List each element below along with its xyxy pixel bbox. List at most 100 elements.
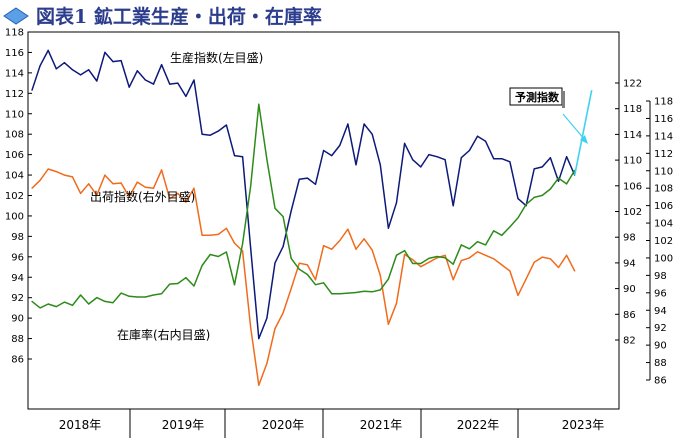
y-axis-left-ticks: 86 88 90 92 94 96 98 100 102 104 106 108 110 112 114 11… [5, 28, 32, 366]
series-point [541, 194, 543, 196]
series-point [379, 274, 381, 276]
series-point [436, 156, 438, 158]
y-left-tick-label: 86 [11, 355, 24, 366]
y-right-inner-tick-label: 90 [623, 284, 636, 295]
series-point [88, 303, 90, 305]
series-point [136, 296, 138, 298]
series-point [169, 198, 171, 200]
y-right-inner-tick-label: 110 [623, 156, 642, 167]
x-year-label: 2023年 [562, 418, 605, 432]
series-point [549, 258, 552, 260]
y-right-inner-tick-label: 118 [623, 104, 642, 115]
series-point [298, 268, 300, 270]
series-point [387, 323, 389, 325]
series-point [104, 300, 106, 302]
series-point [412, 259, 414, 261]
series-point [274, 207, 276, 209]
series-point [525, 203, 527, 205]
series-point [120, 60, 122, 62]
y-right-outer-tick-label: 114 [654, 131, 673, 142]
series-point [71, 176, 74, 178]
series-lines [31, 49, 593, 386]
series-point [306, 264, 308, 266]
y-right-outer-tick-label: 116 [654, 114, 673, 125]
x-year-label: 2018年 [59, 418, 102, 432]
series-point [250, 327, 252, 329]
series-point [217, 255, 219, 258]
series-point [525, 278, 527, 280]
series-point [395, 202, 398, 204]
series-point [258, 384, 260, 386]
series-point [452, 263, 454, 265]
series-point [242, 250, 244, 252]
series-point [242, 243, 244, 245]
series-point [355, 291, 357, 294]
series-point [55, 68, 57, 70]
series-point [266, 158, 268, 161]
series-point [120, 182, 122, 184]
y-right-outer-tick-label: 90 [654, 341, 667, 352]
series-point [331, 155, 333, 157]
series-point [104, 174, 106, 176]
series-point [452, 279, 454, 281]
series-point [509, 161, 511, 163]
series-point [557, 180, 560, 182]
series-point [323, 282, 325, 284]
series-point [468, 248, 470, 250]
series-point [412, 262, 414, 265]
series-point [404, 250, 406, 252]
y-left-tick-label: 108 [5, 130, 24, 141]
series-point [217, 233, 219, 235]
series-point [290, 257, 292, 259]
series-point [233, 242, 236, 244]
series-point [339, 144, 341, 146]
series-point [355, 164, 357, 166]
series-point [314, 279, 317, 281]
series-point [509, 226, 511, 228]
series-point [566, 183, 568, 185]
series-point [444, 257, 446, 259]
series-point [225, 251, 227, 253]
series-point [209, 253, 211, 256]
y-left-tick-label: 90 [11, 314, 24, 325]
series-point [533, 196, 535, 198]
series-point [557, 177, 560, 179]
series-point [566, 156, 568, 158]
series-point [177, 282, 179, 285]
series-point [436, 257, 438, 259]
series-point [339, 293, 341, 295]
x-axis-year-labels: 2018年 2019年 2020年 2021年 2022年 2023年 [59, 418, 605, 432]
y-left-tick-label: 102 [5, 191, 24, 202]
series-point [63, 174, 65, 176]
series-point [371, 291, 373, 293]
series-point [323, 149, 325, 152]
series-point [250, 185, 252, 187]
y-right-inner-tick-label: 122 [623, 79, 642, 90]
y-right-outer-tick-label: 104 [654, 219, 673, 230]
y-left-tick-label: 98 [11, 232, 24, 243]
series-point [468, 149, 470, 152]
inventory-label: 在庫率(右内目盛) [117, 327, 210, 342]
series-point [177, 192, 179, 194]
series-point [306, 273, 308, 276]
series-point [493, 158, 495, 160]
series-point [31, 187, 33, 189]
series-point [71, 304, 74, 306]
series-point [549, 188, 552, 190]
y-axis-right-outer-ticks: 86 88 90 92 94 96 98 100 102 104 106 108 110 112 114 11… [646, 97, 673, 387]
series-point [177, 82, 179, 84]
y-right-outer-tick-label: 112 [654, 149, 673, 160]
y-right-outer-tick-label: 108 [654, 184, 673, 195]
y-right-outer-tick-label: 102 [654, 236, 673, 247]
series-point [412, 159, 414, 161]
forecast-arrowhead-icon [580, 135, 588, 144]
series-point [71, 69, 74, 71]
series-point [566, 254, 568, 256]
series-point [128, 86, 130, 88]
series-point [428, 257, 430, 259]
series-point [225, 124, 227, 126]
series-point [379, 289, 381, 291]
series-point [339, 239, 341, 242]
shipments-label: 出荷指数(右外目盛) [90, 189, 195, 204]
series-point [266, 317, 268, 319]
